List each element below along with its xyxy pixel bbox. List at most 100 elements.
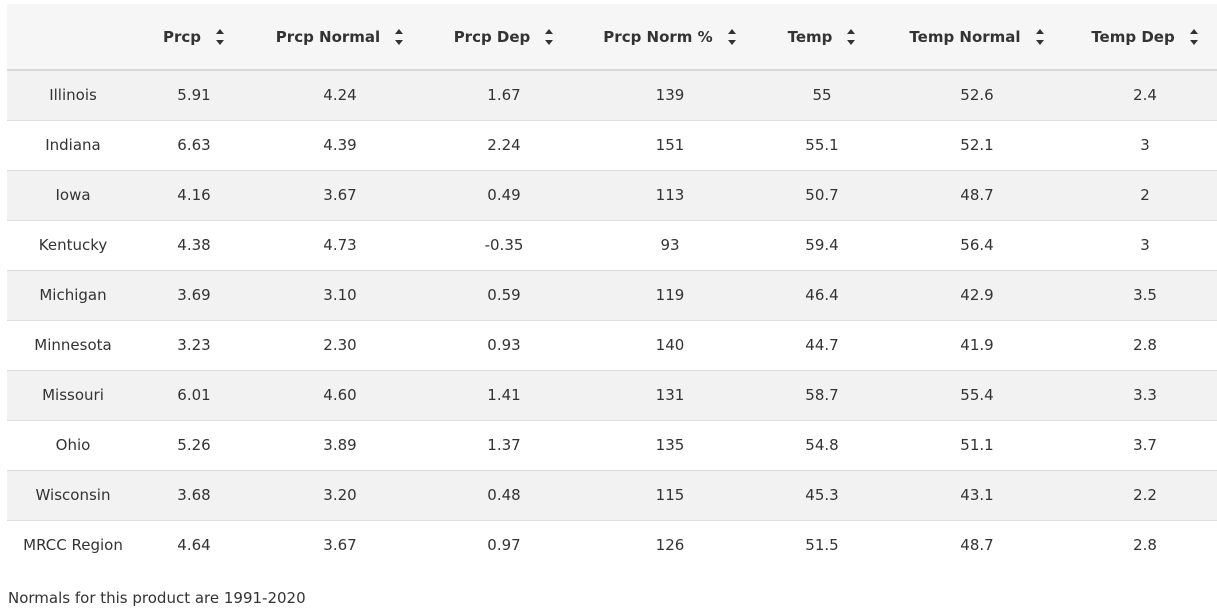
column-header[interactable]: Prcp Dep <box>431 4 577 71</box>
table-row: Iowa 4.16 3.67 0.49 113 50.7 48.7 2 <box>7 169 1217 220</box>
row-label-cell: Kentucky <box>7 219 139 270</box>
sort-both-icon[interactable] <box>215 25 225 49</box>
column-header-content: Temp Normal <box>909 25 1044 49</box>
data-table-container: Prcp Prcp Normal Prcp Dep Prcp Norm % Temp Te… <box>7 4 1217 570</box>
sort-both-icon[interactable] <box>394 25 404 49</box>
table-cell: 126 <box>577 519 763 570</box>
row-label-cell: Illinois <box>7 69 139 120</box>
table-cell: 1.37 <box>431 419 577 470</box>
table-cell: 55.4 <box>881 369 1073 420</box>
column-header[interactable]: Prcp Norm % <box>577 4 763 71</box>
table-cell: 56.4 <box>881 219 1073 270</box>
column-header-label: Prcp Normal <box>275 27 381 46</box>
table-cell: 140 <box>577 319 763 370</box>
table-cell: 2.8 <box>1073 519 1217 570</box>
column-header-label: Temp Normal <box>909 27 1021 46</box>
table-cell: 55.1 <box>763 119 881 170</box>
sort-both-icon[interactable] <box>727 25 737 49</box>
table-cell: 3.68 <box>139 469 249 520</box>
table-row: MRCC Region 4.64 3.67 0.97 126 51.5 48.7 2.8 <box>7 519 1217 570</box>
table-cell: 3.23 <box>139 319 249 370</box>
normals-footnote: Normals for this product are 1991-2020 <box>8 589 306 607</box>
table-row: Missouri 6.01 4.60 1.41 131 58.7 55.4 3.3 <box>7 369 1217 420</box>
table-cell: 59.4 <box>763 219 881 270</box>
column-header-content: Prcp Norm % <box>603 25 736 49</box>
table-cell: 46.4 <box>763 269 881 320</box>
table-cell: 4.38 <box>139 219 249 270</box>
table-cell: 4.39 <box>249 119 431 170</box>
row-label-cell: Missouri <box>7 369 139 420</box>
table-cell: 6.01 <box>139 369 249 420</box>
table-row: Kentucky 4.38 4.73 -0.35 93 59.4 56.4 3 <box>7 219 1217 270</box>
table-cell: 51.5 <box>763 519 881 570</box>
column-header-content: Temp Dep <box>1091 25 1198 49</box>
table-cell: 4.24 <box>249 69 431 120</box>
column-header-label: Temp Dep <box>1091 27 1175 46</box>
table-cell: 1.67 <box>431 69 577 120</box>
table-cell: 3.10 <box>249 269 431 320</box>
row-label-cell: Wisconsin <box>7 469 139 520</box>
table-cell: 6.63 <box>139 119 249 170</box>
table-row: Illinois 5.91 4.24 1.67 139 55 52.6 2.4 <box>7 69 1217 120</box>
table-row: Minnesota 3.23 2.30 0.93 140 44.7 41.9 2.8 <box>7 319 1217 370</box>
row-label-cell: Minnesota <box>7 319 139 370</box>
table-cell: 113 <box>577 169 763 220</box>
table-cell: 4.60 <box>249 369 431 420</box>
table-cell: 48.7 <box>881 169 1073 220</box>
table-row: Michigan 3.69 3.10 0.59 119 46.4 42.9 3.5 <box>7 269 1217 320</box>
column-header-content: Temp <box>788 25 857 49</box>
column-header-label: Temp <box>787 27 833 46</box>
table-row: Ohio 5.26 3.89 1.37 135 54.8 51.1 3.7 <box>7 419 1217 470</box>
table-cell: 2.2 <box>1073 469 1217 520</box>
sort-both-icon[interactable] <box>1035 25 1045 49</box>
row-label-cell: Michigan <box>7 269 139 320</box>
table-row: Wisconsin 3.68 3.20 0.48 115 45.3 43.1 2.2 <box>7 469 1217 520</box>
table-cell: 50.7 <box>763 169 881 220</box>
table-cell: 0.48 <box>431 469 577 520</box>
table-cell: -0.35 <box>431 219 577 270</box>
column-header[interactable]: Temp <box>763 4 881 71</box>
sort-both-icon[interactable] <box>544 25 554 49</box>
header-cell-blank <box>7 4 139 71</box>
table-cell: 45.3 <box>763 469 881 520</box>
table-cell: 4.73 <box>249 219 431 270</box>
column-header-label: Prcp <box>162 27 202 46</box>
column-header[interactable]: Prcp Normal <box>249 4 431 71</box>
sort-both-icon[interactable] <box>1189 25 1199 49</box>
column-header[interactable]: Prcp <box>139 4 249 71</box>
table-cell: 3.7 <box>1073 419 1217 470</box>
table-header: Prcp Prcp Normal Prcp Dep Prcp Norm % Temp Te… <box>7 4 1217 71</box>
table-cell: 3.5 <box>1073 269 1217 320</box>
table-cell: 115 <box>577 469 763 520</box>
header-row: Prcp Prcp Normal Prcp Dep Prcp Norm % Temp Te… <box>7 4 1217 71</box>
table-cell: 93 <box>577 219 763 270</box>
table-cell: 0.49 <box>431 169 577 220</box>
column-header-content: Prcp Normal <box>276 25 404 49</box>
table-cell: 3.3 <box>1073 369 1217 420</box>
table-cell: 4.16 <box>139 169 249 220</box>
column-header-label: Prcp Dep <box>453 27 531 46</box>
column-header-content: Prcp Dep <box>454 25 555 49</box>
table-cell: 52.6 <box>881 69 1073 120</box>
table-cell: 44.7 <box>763 319 881 370</box>
table-cell: 2.30 <box>249 319 431 370</box>
table-cell: 4.64 <box>139 519 249 570</box>
table-cell: 3.89 <box>249 419 431 470</box>
table-cell: 58.7 <box>763 369 881 420</box>
table-cell: 41.9 <box>881 319 1073 370</box>
table-cell: 135 <box>577 419 763 470</box>
table-cell: 0.97 <box>431 519 577 570</box>
table-cell: 2.4 <box>1073 69 1217 120</box>
table-cell: 55 <box>763 69 881 120</box>
sort-both-icon[interactable] <box>846 25 856 49</box>
table-cell: 5.91 <box>139 69 249 120</box>
row-label-cell: Indiana <box>7 119 139 170</box>
table-cell: 51.1 <box>881 419 1073 470</box>
row-label-cell: Ohio <box>7 419 139 470</box>
table-cell: 3 <box>1073 219 1217 270</box>
table-cell: 3.67 <box>249 169 431 220</box>
column-header-content: Prcp <box>163 25 225 49</box>
column-header[interactable]: Temp Dep <box>1073 4 1217 71</box>
column-header[interactable]: Temp Normal <box>881 4 1073 71</box>
table-cell: 139 <box>577 69 763 120</box>
